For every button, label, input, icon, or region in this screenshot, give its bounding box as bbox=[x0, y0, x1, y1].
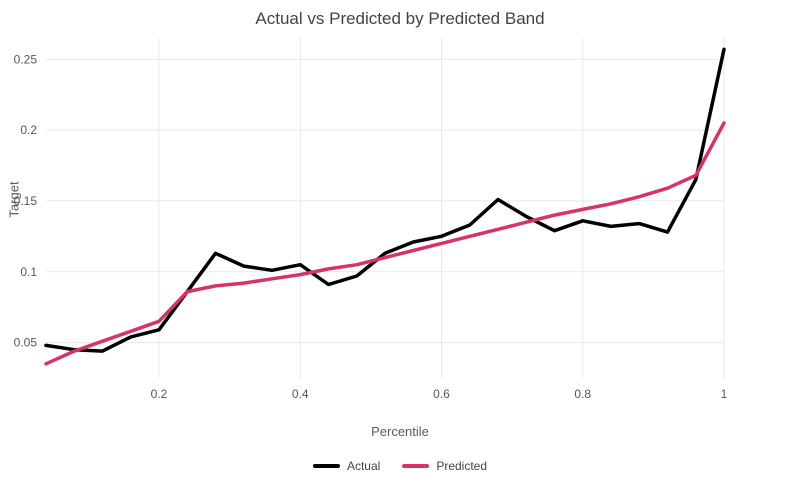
chart-title: Actual vs Predicted by Predicted Band bbox=[255, 9, 545, 28]
y-axis-title: Target bbox=[6, 181, 22, 218]
x-tick-label: 1 bbox=[721, 387, 728, 401]
legend-item-actual[interactable]: Actual bbox=[312, 459, 381, 473]
x-axis-title: Percentile bbox=[371, 424, 429, 439]
series-line-predicted bbox=[44, 121, 726, 366]
legend-swatch bbox=[312, 464, 340, 468]
y-tick-label: 0.05 bbox=[14, 336, 38, 350]
legend-item-predicted[interactable]: Predicted bbox=[402, 459, 487, 473]
legend-swatch bbox=[402, 464, 430, 468]
y-tick-label: 0.25 bbox=[14, 52, 38, 66]
legend-label-actual: Actual bbox=[346, 459, 381, 473]
chart-svg[interactable]: 0.2 0.4 0.6 0.8 1 0.05 0.1 0.15 0.2 0.25 bbox=[0, 30, 800, 408]
series-line-actual bbox=[44, 47, 726, 353]
y-tick-label: 0.2 bbox=[20, 123, 37, 137]
legend: Actual Predicted bbox=[0, 459, 800, 473]
y-tick-label: 0.15 bbox=[14, 194, 38, 208]
legend-label-predicted: Predicted bbox=[436, 459, 488, 473]
x-tick-label: 0.6 bbox=[433, 387, 450, 401]
x-tick-label: 0.4 bbox=[292, 387, 309, 401]
x-tick-label: 0.2 bbox=[151, 387, 168, 401]
y-tick-label: 0.1 bbox=[20, 265, 37, 279]
x-tick-label: 0.8 bbox=[574, 387, 591, 401]
